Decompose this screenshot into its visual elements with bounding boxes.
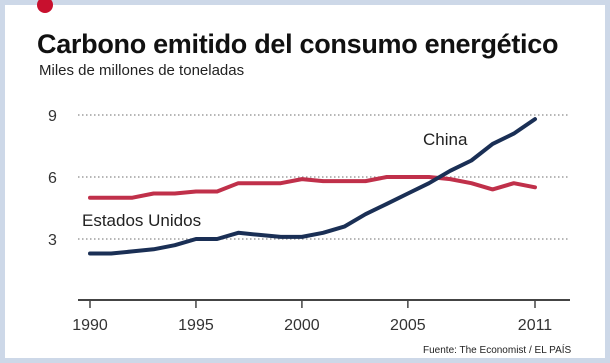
x-tick-label: 1990: [72, 317, 108, 334]
chart-title: Carbono emitido del consumo energético: [37, 29, 559, 59]
chart-source: Fuente: The Economist / EL PAÍS: [423, 345, 572, 356]
brand-dot: [37, 0, 53, 13]
x-tick-label: 2005: [390, 317, 426, 334]
y-tick-label: 3: [48, 232, 57, 249]
x-tick-label: 2000: [284, 317, 320, 334]
series-line-estados-unidos: [88, 175, 537, 200]
series-line-china: [88, 117, 537, 256]
series-label-estados-unidos: Estados Unidos: [82, 211, 201, 230]
series-label-china: China: [423, 130, 468, 149]
x-tick-label: 2011: [518, 317, 553, 334]
y-tick-label: 9: [48, 108, 57, 125]
chart-subtitle: Miles de millones de toneladas: [39, 62, 245, 79]
y-tick-label: 6: [48, 170, 57, 187]
x-tick-label: 1995: [178, 317, 214, 334]
